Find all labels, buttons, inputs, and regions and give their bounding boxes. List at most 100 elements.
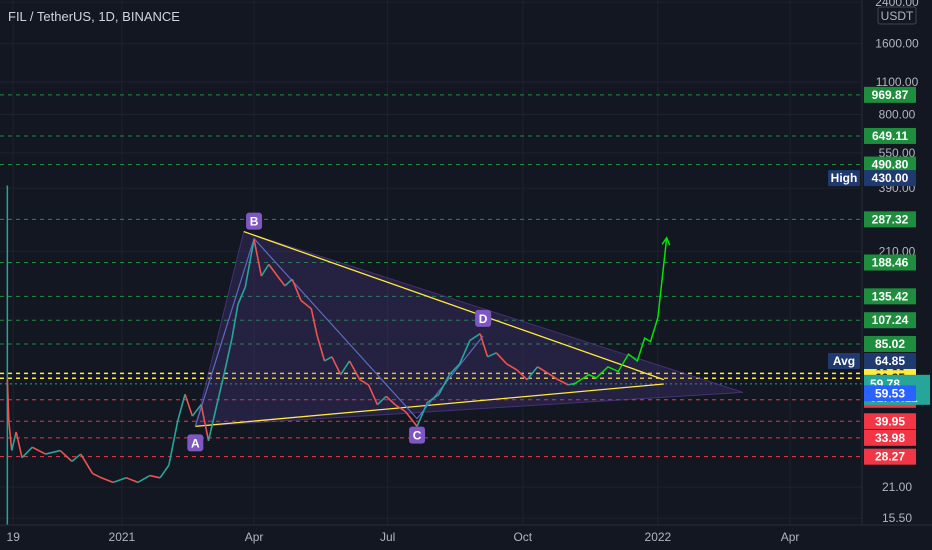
- x-tick-label: Jul: [380, 530, 395, 544]
- price-segment: [137, 474, 151, 484]
- price-segment: [547, 372, 559, 381]
- price-segment: [45, 449, 61, 455]
- price-segment: [376, 395, 387, 406]
- wave-point-c: [409, 426, 426, 444]
- price-segment: [176, 394, 186, 422]
- wave-label-a: A: [191, 436, 200, 450]
- level-tag-green-label: 287.32: [872, 212, 909, 226]
- level-tag-green-label: 969.87: [872, 88, 909, 102]
- price-segment: [469, 333, 481, 342]
- price-segment: [71, 453, 82, 462]
- level-tag-green-box: [864, 254, 916, 271]
- price-segment: [284, 278, 293, 287]
- level-tag-green-label: 490.80: [872, 158, 909, 172]
- triangle-lower-line: [195, 383, 664, 428]
- price-segment: [8, 421, 13, 451]
- y-tick-label: 21.00: [882, 480, 912, 494]
- price-segment: [516, 369, 528, 381]
- price-segment: [506, 363, 518, 371]
- level-tag-green-label: 135.42: [872, 289, 909, 303]
- price-segment: [237, 286, 246, 305]
- price-segment: [479, 333, 489, 358]
- price-segment: [394, 403, 406, 413]
- price-segment: [215, 371, 226, 410]
- price-segment: [557, 378, 569, 386]
- price-segment: [159, 464, 170, 479]
- x-tick-label: Oct: [513, 530, 532, 544]
- level-tag-green-box: [864, 335, 916, 352]
- wave-label-b: B: [250, 215, 259, 229]
- price-segment: [59, 450, 73, 462]
- blue-price-tag-label: 59.53: [875, 386, 905, 400]
- price-segment: [300, 299, 312, 310]
- y-tick-label: 550.00: [879, 146, 916, 160]
- marker-avg-box: [828, 352, 860, 369]
- price-segment: [207, 408, 217, 442]
- x-tick-label: Apr: [781, 530, 800, 544]
- level-tag-red-label: 39.95: [875, 414, 905, 428]
- marker-avg-box: [864, 352, 916, 369]
- price-segment: [184, 394, 194, 417]
- level-tag-green-label: 107.24: [872, 313, 909, 327]
- price-series: [6, 185, 671, 525]
- level-tag-red-box: [864, 429, 916, 446]
- triangle-pattern: [194, 230, 744, 428]
- price-segment: [448, 363, 461, 376]
- price-segment: [367, 384, 379, 405]
- y-tick-label: 2400.00: [875, 0, 919, 9]
- price-segment: [526, 366, 539, 381]
- price-tags: 969.87 649.11 490.80 287.32 188.46 135.42 107.…: [828, 86, 930, 465]
- y-tick-label: 15.50: [882, 511, 912, 525]
- wave-point-d: [475, 309, 492, 327]
- projection-path: [572, 237, 668, 386]
- price-segment: [126, 477, 139, 484]
- price-segment: [495, 352, 508, 365]
- price-segment: [223, 337, 233, 372]
- x-tick-label: 2022: [645, 530, 672, 544]
- price-segment: [404, 410, 418, 427]
- price-segment: [385, 395, 396, 406]
- marker-avg-tag: Avg: [833, 354, 855, 368]
- y-tick-label: 1100.00: [876, 75, 919, 89]
- level-tag-red-box: [864, 448, 916, 465]
- y-tick-label: 800.00: [879, 108, 916, 122]
- level-tag-green-label: 85.02: [875, 337, 905, 351]
- marker-high-label: 430.00: [872, 171, 909, 185]
- price-segment: [253, 239, 263, 277]
- price-segment: [101, 477, 114, 484]
- price-segment: [244, 239, 255, 288]
- price-segment: [537, 366, 549, 374]
- chart-title: FIL / TetherUS, 1D, BINANCE: [8, 9, 180, 24]
- level-tag-green-label: 188.46: [872, 256, 909, 270]
- triangle-upper-line: [243, 230, 664, 381]
- blue-price-tag-box: [864, 385, 916, 402]
- x-tick-label: Apr: [245, 530, 264, 544]
- level-tag-green-box: [864, 211, 916, 228]
- currency-label: USDT: [881, 9, 914, 23]
- price-segment: [359, 378, 369, 386]
- y-tick-label: 1600.00: [875, 37, 919, 51]
- price-segment: [458, 340, 471, 365]
- price-segment: [15, 431, 23, 458]
- currency-button[interactable]: USDT: [877, 6, 917, 25]
- wave-label-d: D: [479, 312, 488, 326]
- price-segment: [92, 472, 102, 479]
- price-segment: [31, 446, 46, 455]
- level-tag-green-box: [864, 127, 916, 144]
- wave-path: [194, 237, 484, 427]
- level-tag-green-box: [864, 86, 916, 103]
- price-segment: [168, 420, 179, 466]
- price-segment: [200, 404, 210, 441]
- price-segment: [6, 379, 10, 422]
- marker-high-box: [864, 170, 916, 187]
- price-segment: [231, 304, 239, 339]
- level-lines: [0, 94, 862, 458]
- price-segment: [291, 278, 302, 301]
- level-tag-green-box: [864, 156, 916, 173]
- x-tick-label: 19: [7, 530, 21, 544]
- marker-high-tag: High: [831, 171, 858, 185]
- price-segment: [324, 356, 333, 362]
- price-segment: [487, 352, 497, 358]
